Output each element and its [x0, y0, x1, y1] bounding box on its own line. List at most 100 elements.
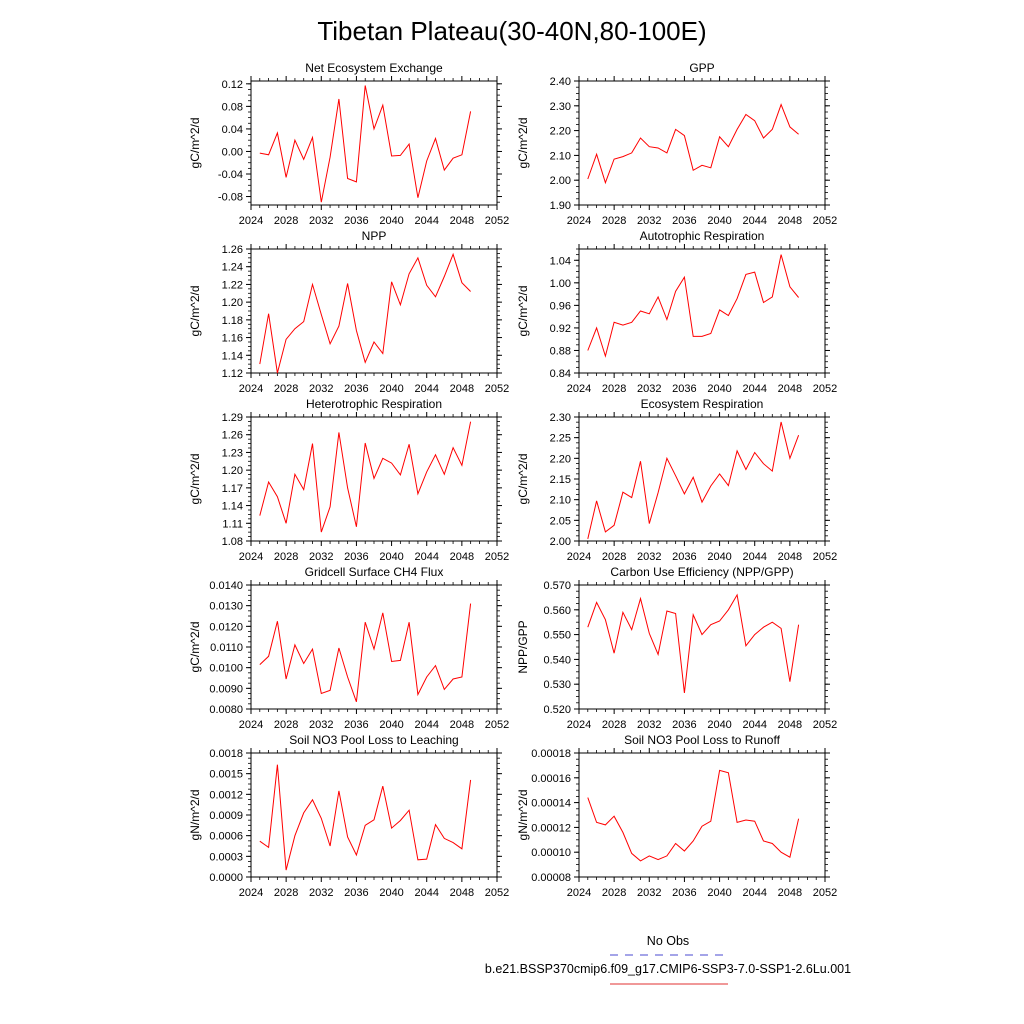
series-line [587, 254, 799, 358]
x-tick-label: 2044 [414, 383, 438, 395]
x-tick-label: 2024 [239, 719, 263, 731]
x-tick-label: 2040 [379, 551, 403, 563]
x-tick-label: 2032 [309, 551, 333, 563]
series-line [587, 103, 799, 185]
panel-title: Soil NO3 Pool Loss to Runoff [624, 733, 781, 747]
x-tick-label: 2036 [344, 551, 368, 563]
y-tick-label: 0.0009 [209, 810, 243, 822]
y-tick-label: 0.00016 [531, 773, 571, 785]
y-tick-label: 0.12 [222, 79, 243, 91]
y-tick-label: 0.530 [543, 679, 571, 691]
x-tick-label: 2048 [778, 551, 802, 563]
x-tick-label: 2028 [602, 551, 626, 563]
y-tick-label: 1.23 [222, 447, 243, 459]
legend: No Obs b.e21.BSSP370cmip6.f09_g17.CMIP6-… [485, 934, 851, 985]
y-axis-label: gN/m^2/d [516, 790, 530, 841]
x-tick-label: 2024 [239, 551, 263, 563]
x-tick-label: 2044 [414, 719, 438, 731]
y-tick-label: 0.570 [543, 580, 571, 592]
y-tick-label: 0.04 [222, 124, 243, 136]
x-tick-label: 2036 [672, 887, 696, 899]
y-tick-label: 1.14 [222, 350, 243, 362]
chart-panel-5: Ecosystem Respiration gC/m^2/d 2.00 2.05 2.1… [516, 397, 837, 563]
x-tick-label: 2052 [813, 383, 837, 395]
y-tick-label: 1.08 [222, 536, 243, 548]
y-tick-label: 0.0140 [209, 580, 243, 592]
y-tick-label: 2.25 [550, 433, 571, 445]
series-line [259, 252, 471, 374]
x-tick-label: 2052 [813, 551, 837, 563]
x-tick-label: 2048 [450, 551, 474, 563]
x-tick-label: 2032 [637, 383, 661, 395]
y-tick-label: 0.0012 [209, 789, 243, 801]
x-tick-label: 2028 [274, 887, 298, 899]
x-tick-label: 2036 [344, 719, 368, 731]
plot-frame [578, 416, 826, 542]
y-tick-label: 1.26 [222, 244, 243, 256]
legend-label-no-obs: No Obs [647, 934, 689, 948]
x-tick-label: 2040 [707, 383, 731, 395]
x-tick-label: 2040 [379, 215, 403, 227]
x-tick-label: 2024 [567, 215, 591, 227]
plot-frame [578, 752, 826, 878]
y-tick-label: 0.00 [222, 146, 243, 158]
chart-panel-2: NPP gC/m^2/d 1.12 1.14 1.16 1.18 1.20 1.22 1.24 1… [188, 229, 509, 395]
y-tick-label: 0.0015 [209, 769, 243, 781]
series-line [259, 764, 472, 871]
x-tick-label: 2024 [567, 887, 591, 899]
y-tick-label: 1.26 [222, 430, 243, 442]
y-tick-label: 0.00014 [531, 798, 571, 810]
chart-panel-4: Heterotrophic Respiration gC/m^2/d 1.08 1.1… [188, 397, 509, 563]
y-axis-label: gC/m^2/d [188, 454, 202, 505]
y-tick-label: -0.08 [218, 192, 243, 204]
x-tick-label: 2028 [274, 719, 298, 731]
y-tick-label: 2.40 [550, 76, 571, 88]
x-tick-label: 2028 [274, 383, 298, 395]
y-tick-label: 2.15 [550, 474, 571, 486]
x-tick-label: 2044 [742, 215, 766, 227]
panel-title: NPP [362, 229, 387, 243]
panel-title: Carbon Use Efficiency (NPP/GPP) [610, 565, 793, 579]
x-tick-label: 2032 [309, 383, 333, 395]
y-tick-label: -0.04 [218, 169, 243, 181]
x-tick-label: 2024 [567, 383, 591, 395]
y-tick-label: 1.17 [222, 483, 243, 495]
chart-panel-0: Net Ecosystem Exchange gC/m^2/d -0.08 -0.04… [188, 61, 509, 227]
x-tick-label: 2040 [707, 719, 731, 731]
x-tick-label: 2052 [485, 215, 509, 227]
x-tick-label: 2044 [742, 383, 766, 395]
y-tick-label: 1.00 [550, 278, 571, 290]
x-tick-label: 2028 [274, 551, 298, 563]
x-tick-label: 2040 [707, 887, 731, 899]
chart-panel-8: Soil NO3 Pool Loss to Leaching gN/m^2/d 0.… [188, 733, 509, 899]
x-tick-label: 2040 [707, 215, 731, 227]
y-tick-label: 0.0100 [209, 663, 243, 675]
panel-title: Net Ecosystem Exchange [305, 61, 443, 75]
y-tick-label: 0.520 [543, 704, 571, 716]
x-tick-label: 2048 [778, 215, 802, 227]
plot-frame [578, 248, 826, 374]
x-tick-label: 2024 [567, 551, 591, 563]
panel-title: Heterotrophic Respiration [306, 397, 442, 411]
x-tick-label: 2048 [450, 215, 474, 227]
x-tick-label: 2032 [309, 887, 333, 899]
y-axis-label: gC/m^2/d [188, 286, 202, 337]
x-tick-label: 2048 [778, 719, 802, 731]
legend-label-case: b.e21.BSSP370cmip6.f09_g17.CMIP6-SSP3-7.… [485, 962, 851, 976]
y-axis-label: gC/m^2/d [516, 286, 530, 337]
chart-panel-7: Carbon Use Efficiency (NPP/GPP) NPP/GPP 0.… [516, 565, 837, 731]
y-tick-label: 0.84 [550, 368, 571, 380]
panel-title: Ecosystem Respiration [641, 397, 764, 411]
x-tick-label: 2032 [309, 719, 333, 731]
x-tick-label: 2036 [672, 551, 696, 563]
y-tick-label: 2.00 [550, 175, 571, 187]
y-tick-label: 2.10 [550, 495, 571, 507]
x-tick-label: 2024 [239, 383, 263, 395]
y-tick-label: 0.88 [550, 345, 571, 357]
series-line [259, 421, 472, 533]
panel-title: Soil NO3 Pool Loss to Leaching [289, 733, 458, 747]
y-tick-label: 0.0120 [209, 621, 243, 633]
y-tick-label: 1.29 [222, 412, 243, 424]
x-tick-label: 2028 [602, 719, 626, 731]
